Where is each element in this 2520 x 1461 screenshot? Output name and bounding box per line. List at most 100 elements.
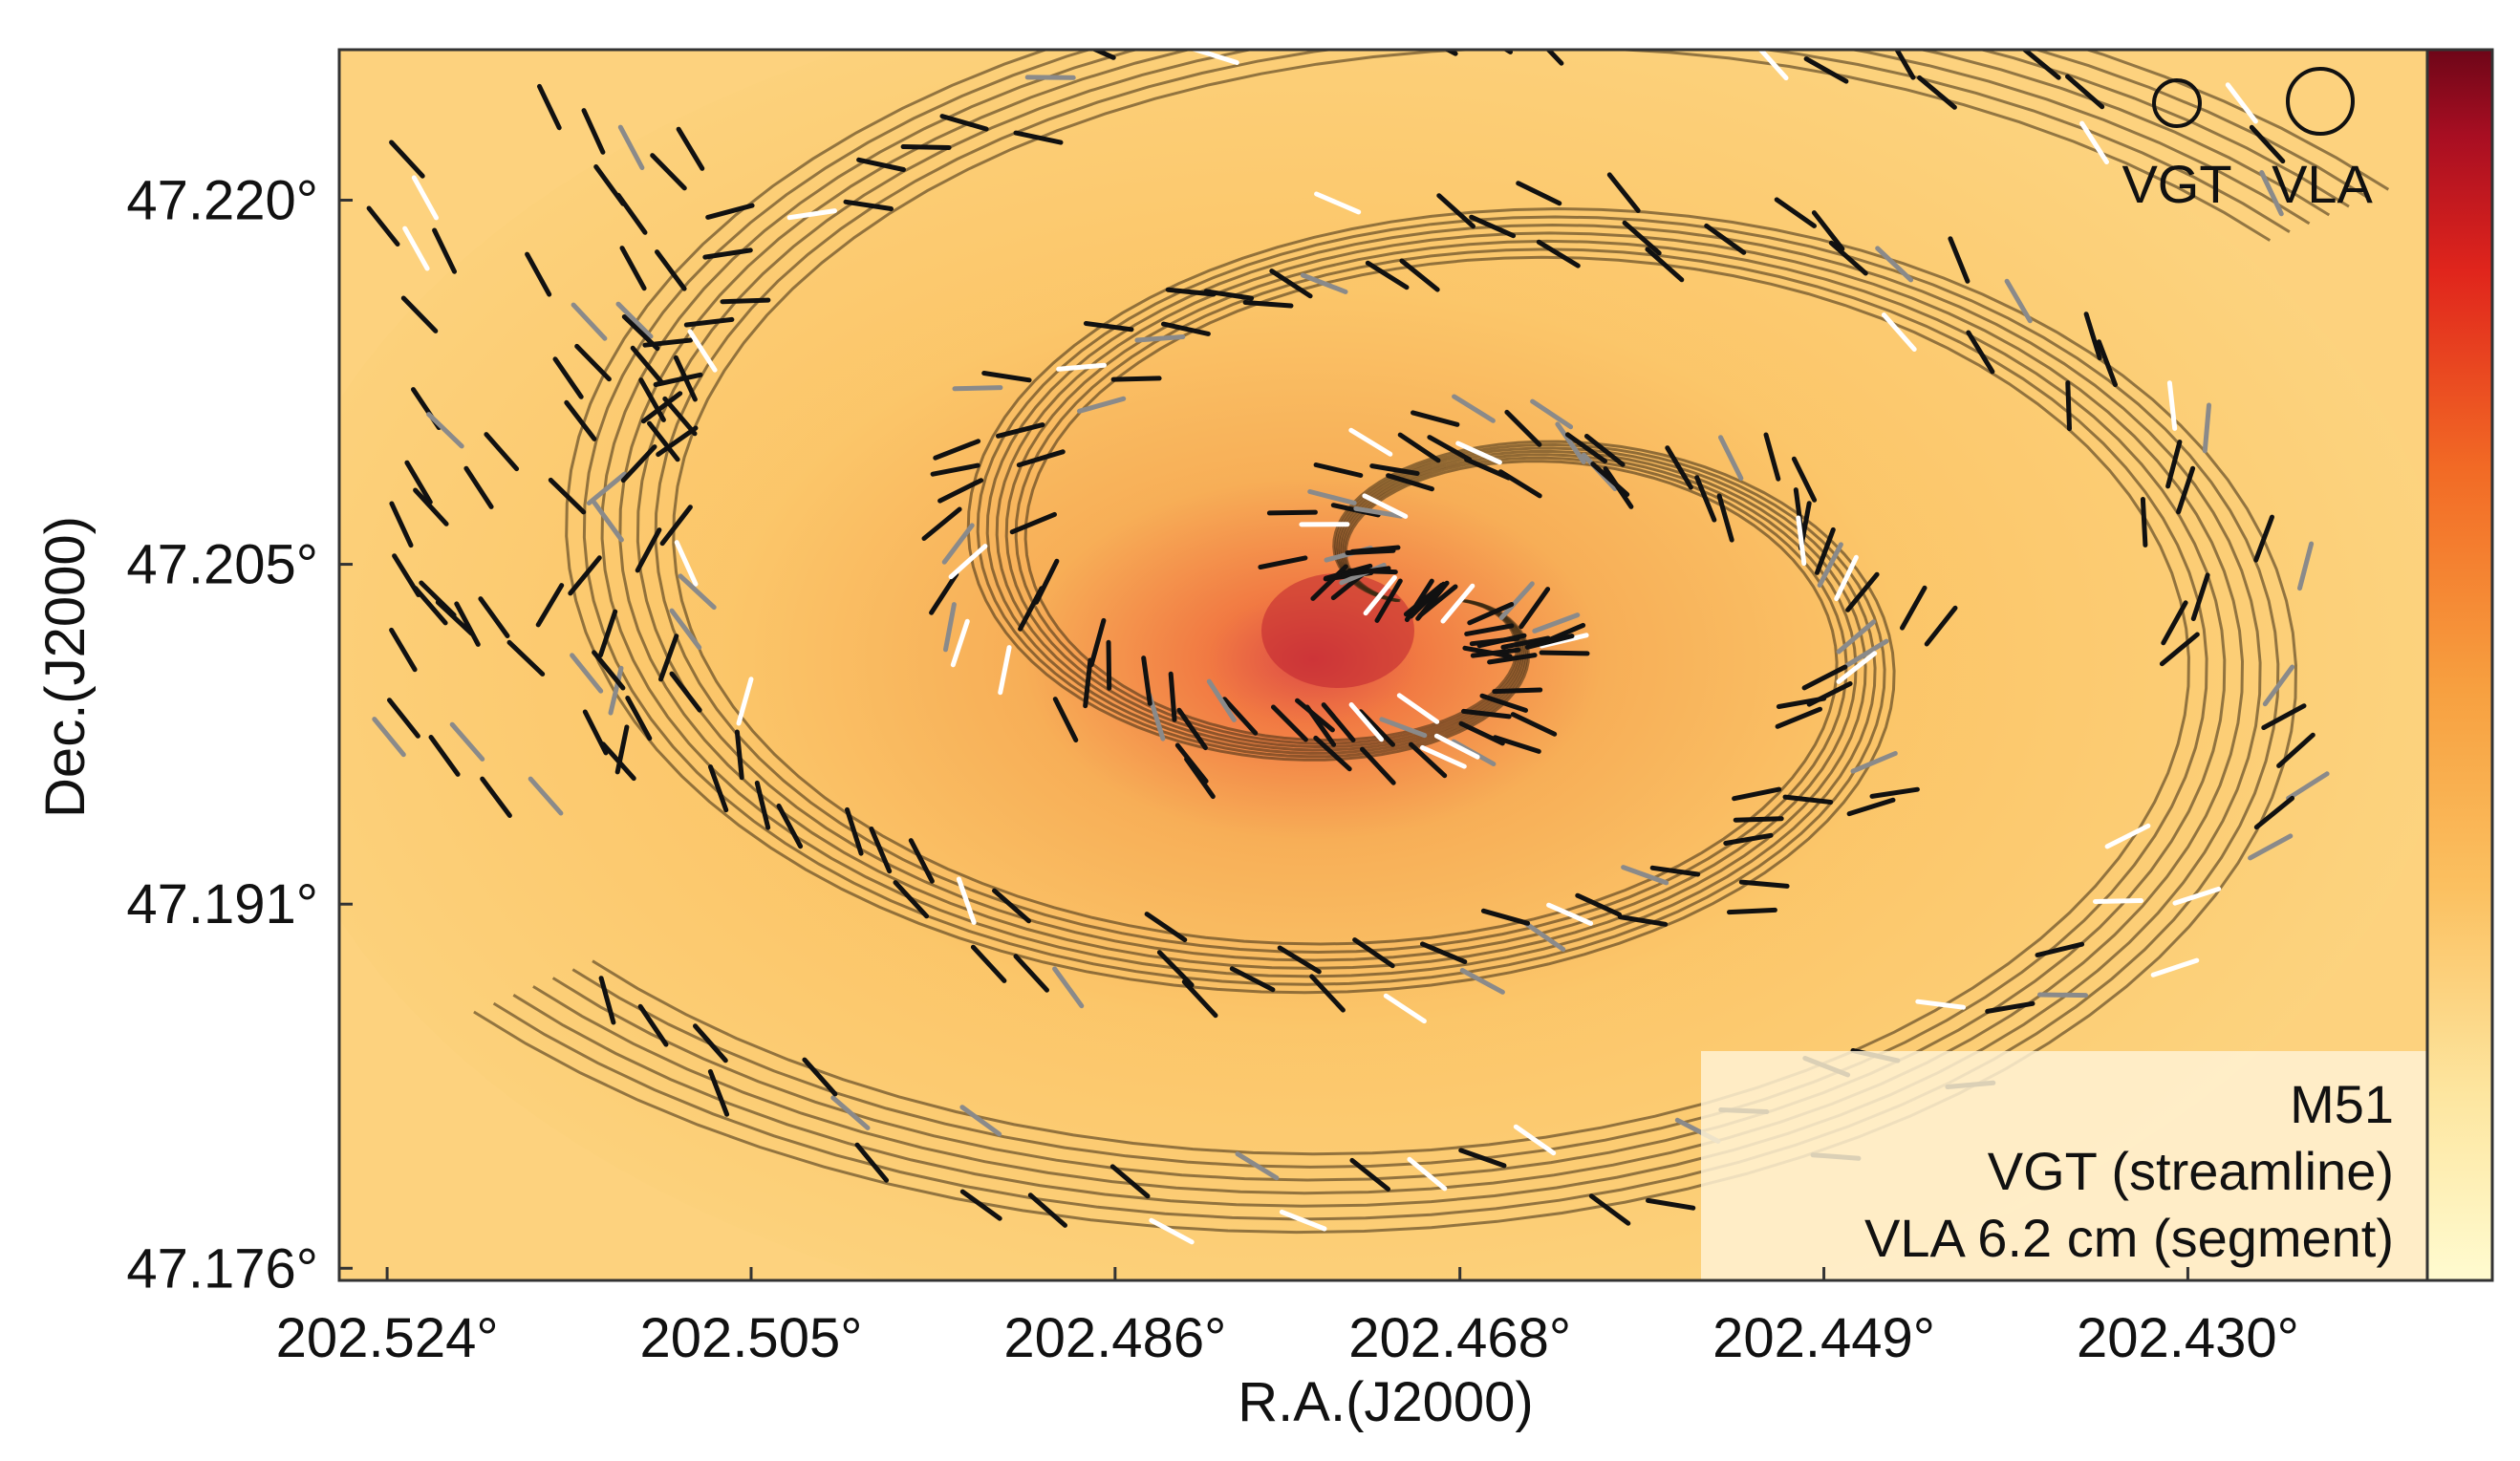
vla-segment bbox=[2159, 632, 2200, 667]
vla-segment bbox=[635, 527, 662, 573]
vla-segment bbox=[1415, 580, 1450, 621]
vla-segment bbox=[411, 175, 439, 221]
vla-segment bbox=[1455, 440, 1502, 465]
vla-segment bbox=[1088, 617, 1107, 668]
vla-segment bbox=[1461, 708, 1512, 720]
vla-segment bbox=[676, 126, 705, 171]
vla-segment bbox=[1266, 509, 1318, 516]
vla-segment bbox=[1803, 56, 1849, 84]
vla-segment bbox=[1836, 619, 1877, 655]
vla-segment bbox=[592, 500, 624, 543]
vla-segment bbox=[1181, 979, 1218, 1019]
vla-segment bbox=[570, 653, 604, 694]
vla-segment bbox=[1716, 493, 1734, 543]
vla-segment bbox=[1362, 493, 1409, 519]
vla-segment bbox=[1089, 50, 1116, 60]
vla-segment bbox=[435, 599, 474, 636]
vla-segment bbox=[981, 371, 1032, 383]
vla-segment bbox=[970, 944, 1007, 983]
vla-segment bbox=[959, 1105, 1002, 1137]
legend-label-vla: VLA bbox=[2272, 154, 2373, 214]
vla-segment bbox=[2150, 957, 2200, 978]
vla-segment bbox=[1583, 434, 1626, 467]
vla-segment bbox=[1774, 197, 1817, 228]
vla-segment bbox=[1510, 712, 1558, 737]
vla-segment bbox=[1176, 707, 1208, 751]
vla-segment bbox=[1518, 587, 1551, 630]
vla-segment bbox=[1349, 1157, 1390, 1192]
vla-segment bbox=[2065, 74, 2105, 110]
vla-segment bbox=[1493, 735, 1541, 754]
annotation-box: M51 VGT (streamline) VLA 6.2 cm (segment… bbox=[1701, 1051, 2427, 1280]
vla-segment bbox=[1555, 421, 1586, 464]
vla-segment bbox=[1718, 435, 1744, 482]
vla-segment bbox=[1355, 0, 1397, 11]
vla-segment bbox=[656, 425, 699, 458]
vla-segment bbox=[707, 1068, 730, 1117]
vla-segment bbox=[1458, 720, 1505, 746]
vla-segment bbox=[674, 540, 699, 587]
legend-label-vgt: VGT bbox=[2122, 154, 2231, 214]
vla-segment bbox=[1564, 432, 1607, 464]
vla-segment bbox=[1409, 581, 1447, 619]
vla-segment bbox=[734, 729, 744, 781]
vla-segment bbox=[625, 696, 653, 741]
vla-segment bbox=[1727, 907, 1777, 915]
vla-segment bbox=[1733, 816, 1784, 823]
vla-segment bbox=[2037, 992, 2088, 999]
vla-segment bbox=[854, 1142, 890, 1183]
vla-segment bbox=[941, 523, 975, 565]
vla-segment bbox=[1844, 638, 1889, 668]
vla-segment bbox=[1300, 272, 1348, 294]
vla-segment bbox=[2166, 380, 2178, 431]
vla-segment bbox=[1352, 937, 1395, 969]
vla-segment bbox=[2065, 380, 2072, 432]
vla-segment bbox=[1588, 1193, 1631, 1226]
vla-segment bbox=[449, 721, 485, 762]
annotation-line-1: M51 bbox=[2290, 1074, 2394, 1134]
vgt-streamline bbox=[592, 255, 2190, 1156]
vla-segment bbox=[1791, 456, 1818, 503]
vla-segment bbox=[1617, 914, 1669, 927]
vla-segment bbox=[1348, 702, 1384, 742]
vla-segment bbox=[1498, 581, 1535, 620]
vla-segment bbox=[608, 665, 624, 716]
vla-segment bbox=[1776, 696, 1827, 709]
vla-segment bbox=[1462, 645, 1513, 659]
vla-segment bbox=[1141, 655, 1152, 706]
vla-segment bbox=[600, 741, 636, 782]
vla-segment bbox=[2020, 50, 2061, 80]
x-tick-label: 202.449° bbox=[1712, 1307, 1935, 1369]
x-tick-label: 202.486° bbox=[1003, 1307, 1226, 1369]
vla-segment bbox=[1539, 650, 1590, 656]
vla-segment bbox=[2253, 514, 2274, 563]
vgt-streamline bbox=[635, 50, 2311, 962]
vla-segment bbox=[1156, 950, 1195, 988]
vla-segment bbox=[1411, 410, 1460, 427]
vla-segment bbox=[552, 356, 584, 399]
vla-segment bbox=[2004, 278, 2033, 324]
vla-segment bbox=[640, 391, 683, 424]
vla-segment bbox=[1649, 865, 1701, 877]
vla-segment bbox=[802, 1057, 838, 1097]
vla-segment bbox=[637, 1003, 669, 1047]
vla-segment bbox=[1796, 515, 1807, 567]
vla-segment bbox=[1407, 1156, 1448, 1192]
y-tick-label: 47.191° bbox=[126, 873, 318, 935]
x-tick-label: 202.468° bbox=[1348, 1307, 1571, 1369]
vla-segment bbox=[1452, 394, 1496, 423]
vla-segment bbox=[454, 601, 481, 647]
vla-segment bbox=[1817, 542, 1843, 588]
vla-segment bbox=[1397, 432, 1441, 463]
vla-segment bbox=[1869, 786, 1920, 799]
vla-segment bbox=[1313, 462, 1364, 478]
vla-segment bbox=[1469, 635, 1520, 647]
vla-segment bbox=[1621, 865, 1669, 886]
vla-segment bbox=[893, 880, 930, 919]
annotation-line-2: VGT (streamline) bbox=[1988, 1141, 2394, 1201]
vla-segment bbox=[1056, 362, 1107, 372]
vla-segment bbox=[1052, 966, 1085, 1009]
y-axis-title: Dec.(J2000) bbox=[34, 516, 97, 818]
vla-segment bbox=[1588, 15, 1629, 36]
